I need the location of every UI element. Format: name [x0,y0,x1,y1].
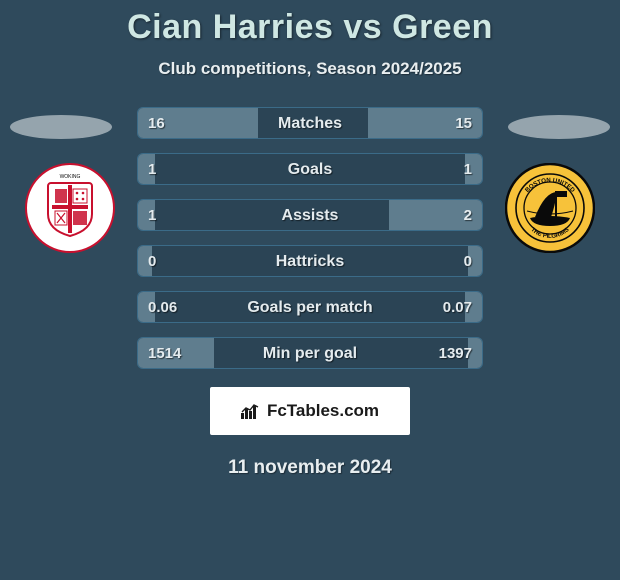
stat-row: 11Goals [137,153,483,185]
stat-row: 12Assists [137,199,483,231]
stat-row: 0.060.07Goals per match [137,291,483,323]
stat-label: Assists [138,200,482,231]
fctables-badge: FcTables.com [210,387,410,435]
comparison-date: 11 november 2024 [0,457,620,479]
stat-label: Min per goal [138,338,482,369]
season-subtitle: Club competitions, Season 2024/2025 [0,59,620,79]
stat-row: 15141397Min per goal [137,337,483,369]
svg-text:WOKING: WOKING [60,174,81,180]
player-halo-left [10,115,112,139]
fctables-icon [241,403,263,419]
comparison-title: Cian Harries vs Green [0,0,620,47]
comparison-stage: WOKING BOSTON UNITED THE PILGRIMS 1615Ma… [0,107,620,447]
stat-row: 1615Matches [137,107,483,139]
stat-label: Matches [138,108,482,139]
stat-bars: 1615Matches 11Goals 12Assists 00Hattricks 0.… [137,107,483,383]
fctables-label: FcTables.com [267,401,379,421]
club-crest-right: BOSTON UNITED THE PILGRIMS [505,163,595,253]
stat-label: Hattricks [138,246,482,277]
stat-label: Goals [138,154,482,185]
stat-row: 00Hattricks [137,245,483,277]
stat-label: Goals per match [138,292,482,323]
club-crest-left: WOKING [25,163,115,253]
player-halo-right [508,115,610,139]
